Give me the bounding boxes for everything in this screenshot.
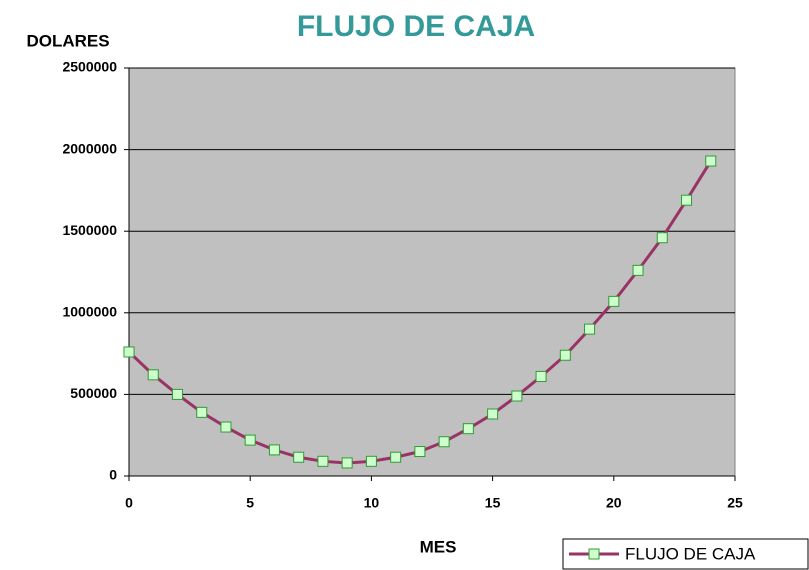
x-tick-label: 25 bbox=[727, 495, 743, 511]
marker bbox=[608, 295, 620, 307]
x-axis-label: MES bbox=[420, 537, 457, 556]
marker bbox=[220, 421, 232, 433]
x-tick-label: 15 bbox=[485, 495, 501, 511]
x-tick-label: 20 bbox=[606, 495, 622, 511]
marker bbox=[123, 346, 135, 358]
marker bbox=[414, 446, 426, 458]
marker bbox=[584, 323, 596, 335]
marker bbox=[438, 436, 450, 448]
marker bbox=[390, 451, 402, 463]
x-tick-label: 5 bbox=[246, 495, 254, 511]
marker bbox=[681, 194, 693, 206]
marker bbox=[535, 370, 547, 382]
marker bbox=[268, 444, 280, 456]
marker bbox=[656, 232, 668, 244]
marker bbox=[293, 451, 305, 463]
plot-area bbox=[128, 67, 736, 477]
marker bbox=[487, 408, 499, 420]
marker bbox=[196, 406, 208, 418]
marker bbox=[244, 434, 256, 446]
y-tick-label: 0 bbox=[109, 467, 117, 483]
y-tick-label: 500000 bbox=[70, 385, 117, 401]
chart-title: FLUJO DE CAJA bbox=[297, 10, 535, 43]
y-tick-label: 2500000 bbox=[62, 59, 117, 75]
legend-marker bbox=[588, 548, 600, 560]
x-tick-label: 0 bbox=[125, 495, 133, 511]
marker bbox=[365, 455, 377, 467]
marker bbox=[147, 369, 159, 381]
marker bbox=[511, 390, 523, 402]
marker bbox=[632, 264, 644, 276]
y-tick-label: 1000000 bbox=[62, 304, 117, 320]
y-tick-label: 2000000 bbox=[62, 140, 117, 156]
legend-label: FLUJO DE CAJA bbox=[625, 544, 756, 563]
x-tick-label: 10 bbox=[364, 495, 380, 511]
marker bbox=[559, 349, 571, 361]
marker bbox=[171, 388, 183, 400]
marker bbox=[462, 423, 474, 435]
y-tick-label: 1500000 bbox=[62, 222, 117, 238]
marker bbox=[705, 155, 717, 167]
y-axis-label: DOLARES bbox=[26, 31, 109, 50]
marker bbox=[317, 455, 329, 467]
marker bbox=[341, 457, 353, 469]
